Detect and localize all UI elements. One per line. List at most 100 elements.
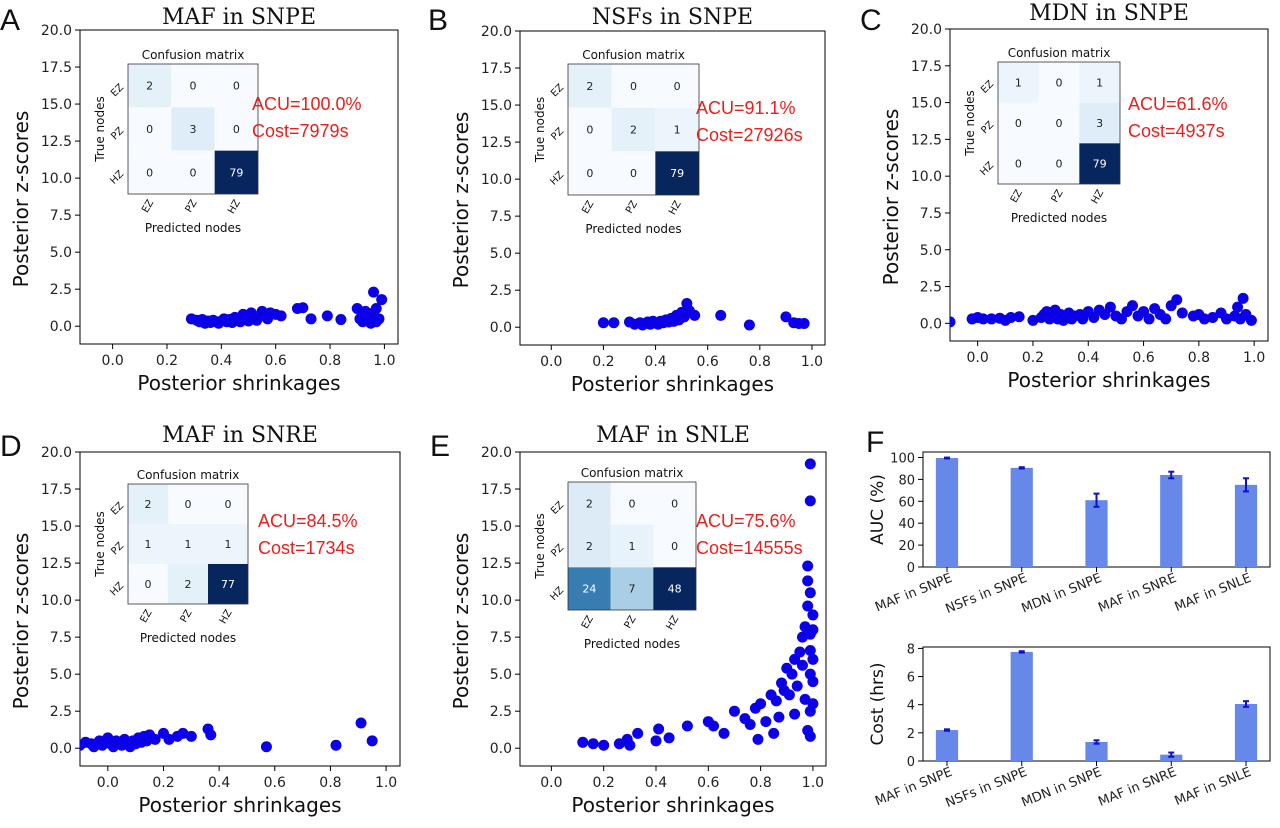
confusion-cell-value: 0	[1015, 117, 1022, 130]
bar	[1160, 754, 1183, 761]
scatter-point	[368, 286, 380, 298]
scatter-point	[1127, 300, 1139, 312]
y-tick-label: 15.0	[41, 519, 72, 535]
x-tick-label: 0.6	[697, 354, 719, 370]
y-tick-label: 20	[898, 539, 915, 554]
x-tick-label: 0.2	[152, 775, 174, 791]
confusion-matrix-frame	[567, 481, 697, 611]
confusion-cell	[655, 64, 699, 108]
confusion-cell	[998, 62, 1039, 103]
scatter-point	[163, 733, 175, 745]
y-axis-label: Posterior z-scores	[449, 112, 473, 289]
confusion-cell-value: 1	[629, 540, 636, 553]
y-tick-label: 17.5	[481, 482, 512, 498]
confusion-cell	[655, 151, 699, 195]
scatter-point	[366, 735, 378, 747]
confusion-cell	[168, 564, 208, 604]
chart-title: MDN in SNPE	[1029, 1, 1189, 26]
confusion-matrix-title: Confusion matrix	[1008, 46, 1111, 60]
confusion-cell-value: 0	[190, 80, 197, 93]
accuracy-label: ACU=91.1%	[696, 98, 796, 118]
confusion-cell	[610, 567, 654, 610]
y-tick-label: 15.0	[41, 97, 72, 113]
scatter-point	[260, 741, 272, 753]
scatter-point	[368, 307, 380, 319]
confusion-cell-value: 77	[221, 578, 235, 591]
scatter-point	[1104, 301, 1116, 313]
y-axis-label: Cost (hrs)	[868, 662, 888, 745]
scatter-point	[663, 732, 675, 744]
confusion-cell	[128, 564, 168, 604]
scatter-points	[80, 717, 378, 753]
panel-letter: B	[428, 4, 448, 37]
confusion-cell	[128, 64, 172, 108]
y-tick-label: 40	[898, 517, 915, 532]
scatter-point	[1232, 301, 1244, 313]
y-tick-label: 0.0	[920, 316, 942, 332]
confusion-cell-value: 0	[233, 123, 240, 136]
scatter-point	[789, 708, 801, 720]
confusion-cell-value: 0	[185, 498, 192, 511]
scatter-point	[804, 458, 816, 470]
y-tick-label: 7.5	[50, 630, 72, 646]
y-tick-label: 20.0	[481, 445, 512, 461]
confusion-cell	[568, 567, 611, 610]
y-tick-label: 20.0	[41, 445, 72, 461]
scatter-point	[1221, 313, 1233, 325]
scatter-panel-b: B NSFs in SNPE 0.0 0.2 0.4 0.6 0.8 1.0 0.0 2.5 5.0…	[428, 4, 826, 396]
scatter-point	[755, 698, 767, 710]
confusion-cell	[655, 107, 699, 152]
scatter-point	[760, 716, 772, 728]
y-tick-label: 7.5	[490, 630, 512, 646]
x-tick-label: 1.0	[1243, 350, 1265, 366]
y-tick-label: 5.0	[50, 245, 72, 261]
confusion-cell-value: 2	[145, 498, 152, 511]
scatter-points	[577, 458, 819, 751]
confusion-cell	[214, 107, 258, 151]
scatter-point	[798, 318, 810, 330]
plot-frame	[519, 30, 826, 346]
scatter-point	[1245, 314, 1257, 326]
confusion-cell-value: 79	[670, 167, 684, 180]
scatter-panel-e: E MAF in SNLE 0.0 0.2 0.4 0.6 0.8 1.0 0.0 2.5 5.0 7…	[430, 423, 827, 817]
confusion-matrix-title: Confusion matrix	[142, 48, 245, 62]
scatter-point	[597, 317, 609, 329]
confusion-cell	[653, 567, 696, 610]
confusion-cell-value: 0	[586, 167, 593, 180]
scatter-point	[768, 727, 780, 739]
y-tick-label: 5.0	[490, 667, 512, 683]
confusion-x-label: Predicted nodes	[145, 221, 241, 235]
confusion-cell	[1038, 143, 1080, 184]
scatter-point	[807, 609, 819, 621]
accuracy-label: ACU=84.5%	[258, 511, 358, 531]
x-tick-label: 0.8	[749, 775, 771, 791]
y-axis-label: Posterior z-scores	[879, 109, 903, 286]
scatter-point	[804, 644, 816, 656]
confusion-matrix-frame	[567, 63, 700, 196]
chart-title: MAF in SNRE	[162, 423, 318, 448]
confusion-cell	[208, 484, 248, 524]
confusion-cell	[128, 524, 168, 564]
x-tick-label: 0.2	[593, 775, 615, 791]
scatter-point	[807, 676, 819, 688]
confusion-cell	[611, 64, 656, 108]
scatter-point	[321, 310, 333, 322]
bar	[1234, 484, 1258, 567]
y-tick-label: 12.5	[41, 134, 72, 150]
y-axis-label: Posterior z-scores	[9, 533, 33, 710]
bar	[1010, 467, 1033, 567]
y-tick-label: 12.5	[41, 556, 72, 572]
y-tick-label: 10.0	[481, 593, 512, 609]
bar	[1010, 651, 1033, 761]
scatter-point	[796, 659, 808, 671]
x-axis-label: Posterior shrinkages	[571, 793, 774, 817]
confusion-cell	[1038, 102, 1080, 144]
scatter-point	[335, 314, 347, 326]
confusion-cell-value: 0	[1056, 158, 1063, 171]
scatter-point	[807, 653, 819, 665]
confusion-cell-value: 1	[674, 124, 681, 137]
scatter-point	[950, 316, 956, 328]
